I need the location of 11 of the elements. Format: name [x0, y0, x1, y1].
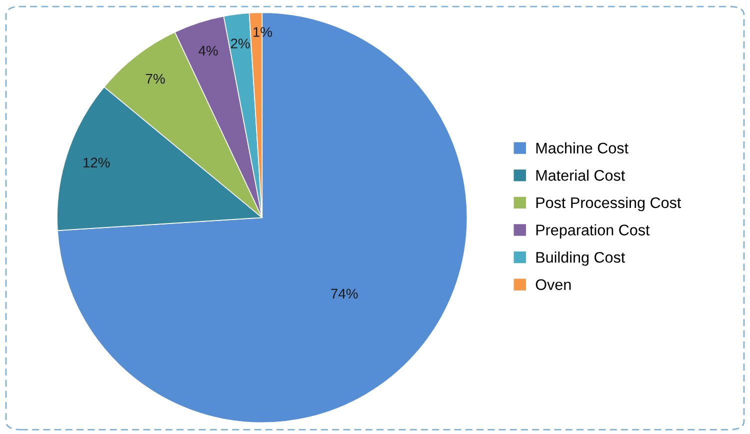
legend-label: Post Processing Cost: [536, 196, 682, 212]
data-label: 74%: [331, 288, 358, 299]
legend-label: Oven: [536, 279, 571, 290]
data-label: 7%: [146, 74, 165, 84]
legend-label: Building Cost: [536, 252, 626, 266]
data-label: 4%: [198, 46, 218, 56]
legend-label: Preparation Cost: [536, 224, 650, 238]
data-label: 2%: [230, 38, 250, 48]
legend-label: Material Cost: [536, 170, 626, 181]
data-label: 12%: [84, 158, 110, 168]
legend-label: Machine Cost: [536, 142, 628, 154]
